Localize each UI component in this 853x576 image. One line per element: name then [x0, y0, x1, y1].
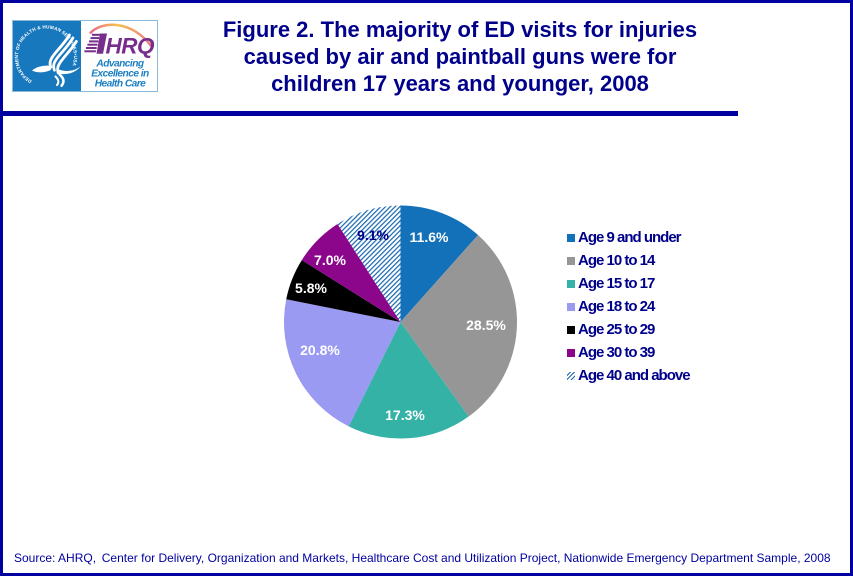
svg-text:Advancing: Advancing — [95, 59, 144, 70]
svg-text:Health Care: Health Care — [95, 79, 146, 90]
svg-text:HRQ: HRQ — [106, 34, 155, 59]
svg-text:Excellence in: Excellence in — [91, 68, 149, 79]
